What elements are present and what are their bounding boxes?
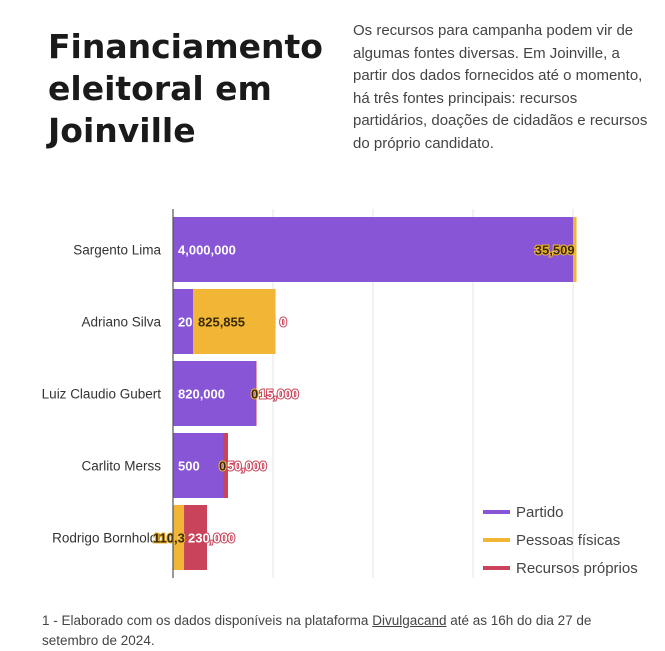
value-label: 0 <box>280 315 287 330</box>
value-label: 825,855 <box>198 315 245 330</box>
value-label: 50,000 <box>227 459 267 474</box>
bar-partido <box>173 433 223 498</box>
bar-partido <box>173 289 193 354</box>
footnote: 1 - Elaborado com os dados disponíveis n… <box>42 611 642 651</box>
value-label: 110,3 <box>153 531 185 546</box>
value-label: 0 <box>251 387 258 402</box>
category-label: Carlito Merss <box>81 459 161 474</box>
bar-partido <box>173 217 573 282</box>
legend-label: Partido <box>516 504 564 521</box>
value-label: 0 <box>178 531 185 546</box>
category-label: Adriano Silva <box>81 315 161 330</box>
category-label: Luiz Claudio Gubert <box>42 387 162 402</box>
bar-pessoas-físicas <box>573 217 577 282</box>
intro-paragraph: Os recursos para campanha podem vir de a… <box>353 22 648 152</box>
value-label: 820,000 <box>178 387 225 402</box>
footnote-prefix: 1 - Elaborado com os dados disponíveis n… <box>42 613 373 628</box>
category-label: Sargento Lima <box>73 243 161 258</box>
footnote-suffix: até as 16h do dia 27 de setembro de 2024… <box>42 613 592 648</box>
value-label: 0 <box>219 459 226 474</box>
bar-partido <box>173 361 255 426</box>
value-label: 20 <box>178 315 192 330</box>
value-label: 15,000 <box>259 387 299 402</box>
value-label: 35,509 <box>535 243 575 258</box>
financing-chart: Sargento Lima 4,000,000 35,509 Adriano Silv… <box>42 209 638 578</box>
bar-pessoas-físicas <box>193 289 276 354</box>
legend-label: Pessoas físicas <box>516 532 620 549</box>
value-label: 4,000,000 <box>178 243 236 258</box>
bar-pessoas-físicas <box>173 505 185 570</box>
category-label: Rodrigo Bornholdt <box>52 531 161 546</box>
value-label: 500 <box>178 459 200 474</box>
bar-recursos-próprios <box>255 361 257 426</box>
divulgacand-link[interactable]: Divulgacand <box>372 613 447 628</box>
page-title: Financiamento eleitoral em Joinville <box>48 27 323 150</box>
legend-swatch-2 <box>483 566 510 570</box>
legend-label: Recursos próprios <box>516 560 638 577</box>
bar-recursos-próprios <box>223 433 228 498</box>
legend-swatch-1 <box>483 538 510 542</box>
bar-recursos-próprios <box>184 505 208 570</box>
legend-swatch-0 <box>483 510 510 514</box>
value-label: 230,000 <box>188 531 235 546</box>
